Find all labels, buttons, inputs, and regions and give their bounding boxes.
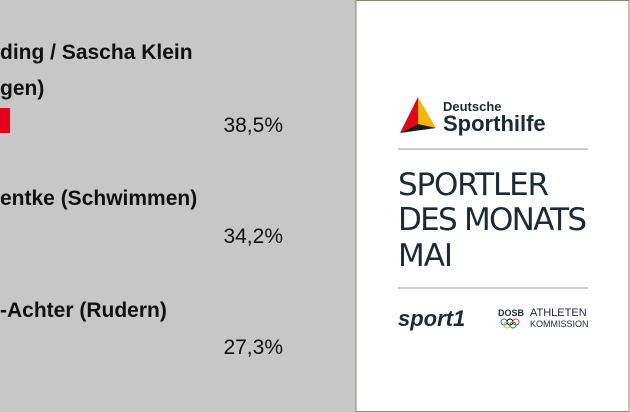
result-bar: [0, 108, 10, 133]
title-line: DES MONATS: [398, 202, 588, 238]
result-percent: 34,2%: [223, 225, 283, 248]
result-name: gen): [0, 77, 44, 100]
commission-line: KOMMISSION: [530, 319, 589, 329]
results-panel: [0, 0, 356, 412]
logo-top: Deutsche: [443, 99, 502, 114]
dosb-logo: DOSB: [498, 308, 525, 318]
olympic-rings: [500, 318, 520, 329]
result-name: ding / Sascha Klein: [0, 41, 193, 64]
sport1-logo: sport1: [398, 306, 465, 331]
sporthilfe-logo: Deutsche Sporthilfe: [400, 97, 546, 136]
title-line: SPORTLER: [398, 167, 550, 203]
commission-line: ATHLETEN: [530, 307, 587, 319]
title-line: MAI: [398, 238, 454, 274]
info-panel: [355, 0, 630, 412]
result-percent: 27,3%: [223, 336, 283, 359]
result-name: -Achter (Rudern): [0, 299, 167, 322]
logo-name: Sporthilfe: [443, 111, 546, 136]
result-percent: 38,5%: [223, 114, 283, 137]
result-name: entke (Schwimmen): [0, 187, 197, 210]
